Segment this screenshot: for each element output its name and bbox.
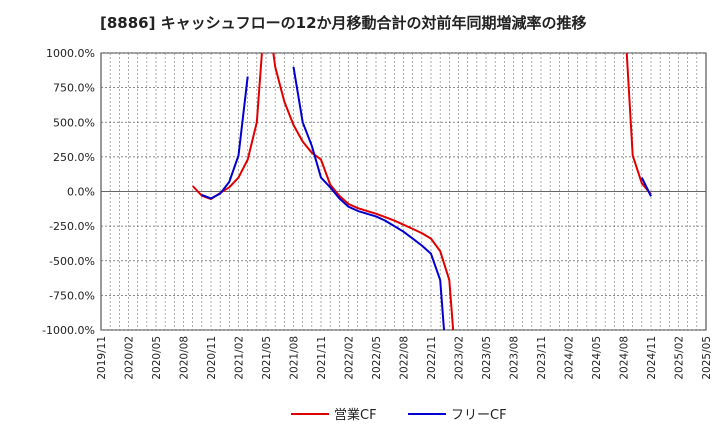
y-tick-label: 1000.0% bbox=[46, 47, 95, 60]
x-tick-label: 2024/02 bbox=[564, 336, 576, 380]
legend-label-free-cf: フリーCF bbox=[451, 408, 507, 423]
x-tick-label: 2023/02 bbox=[454, 336, 466, 380]
series-line-free-cf bbox=[292, 66, 446, 330]
x-tick-label: 2024/08 bbox=[619, 336, 631, 380]
x-tick-label: 2024/05 bbox=[591, 336, 603, 380]
y-tick-label: 250.0% bbox=[53, 151, 95, 164]
grid bbox=[101, 52, 706, 331]
series-line-operating-cf bbox=[191, 53, 455, 330]
x-tick-label: 2020/08 bbox=[179, 336, 191, 380]
x-tick-label: 2020/05 bbox=[151, 336, 163, 380]
x-tick-label: 2022/08 bbox=[399, 336, 411, 380]
y-tick-label: -250.0% bbox=[49, 220, 95, 233]
x-tick-label: 2022/05 bbox=[371, 336, 383, 380]
chart-title: [8886] キャッシュフローの12か月移動合計の対前年同期増減率の推移 bbox=[100, 14, 587, 32]
y-axis: 1000.0% 750.0% 500.0% 250.0% 0.0% -250.0% -500… bbox=[42, 47, 95, 337]
x-tick-label: 2024/11 bbox=[646, 336, 658, 380]
x-tick-label: 2023/05 bbox=[481, 336, 493, 380]
legend-label-operating-cf: 営業CF bbox=[334, 407, 377, 423]
y-tick-label: -750.0% bbox=[49, 289, 95, 302]
y-tick-label: -500.0% bbox=[49, 255, 95, 268]
x-tick-label: 2021/02 bbox=[234, 336, 246, 380]
x-tick-label: 2023/08 bbox=[509, 336, 521, 380]
series-line-free-cf bbox=[640, 177, 652, 197]
x-tick-label: 2022/02 bbox=[344, 336, 356, 380]
x-axis: 2019/11 2020/02 2020/05 2020/08 2020/11 2021/… bbox=[96, 336, 713, 380]
x-tick-label: 2021/08 bbox=[289, 336, 301, 380]
x-tick-label: 2020/02 bbox=[124, 336, 136, 380]
series-group bbox=[191, 53, 652, 330]
legend[interactable]: 営業CF フリーCF bbox=[291, 407, 507, 423]
series-line-free-cf bbox=[201, 76, 249, 200]
x-tick-label: 2023/11 bbox=[536, 336, 548, 380]
y-tick-label: 500.0% bbox=[53, 116, 95, 129]
x-tick-label: 2021/11 bbox=[316, 336, 328, 380]
y-tick-label: -1000.0% bbox=[42, 324, 95, 337]
x-tick-label: 2020/11 bbox=[206, 336, 218, 380]
x-tick-label: 2022/11 bbox=[426, 336, 438, 380]
x-tick-label: 2025/05 bbox=[701, 336, 713, 380]
x-tick-label: 2021/05 bbox=[261, 336, 273, 380]
y-tick-label: 750.0% bbox=[53, 82, 95, 95]
y-tick-label: 0.0% bbox=[67, 186, 95, 199]
x-tick-label: 2025/02 bbox=[674, 336, 686, 380]
x-tick-label: 2019/11 bbox=[96, 336, 108, 380]
